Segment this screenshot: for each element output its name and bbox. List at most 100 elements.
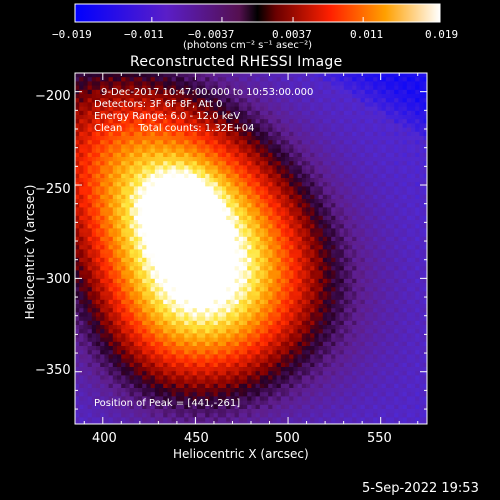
heatmap-cell (272, 110, 277, 116)
heatmap-cell (259, 274, 265, 280)
heatmap-cell (251, 173, 256, 179)
heatmap-cell (117, 270, 122, 275)
heatmap-cell (280, 106, 286, 112)
heatmap-cell (112, 270, 118, 275)
heatmap-cell (83, 94, 88, 99)
heatmap-cell (415, 77, 420, 82)
heatmap-cell (91, 316, 97, 322)
heatmap-cell (138, 270, 143, 275)
heatmap-cell (331, 148, 336, 154)
heatmap-cell (352, 169, 357, 175)
heatmap-cell (385, 102, 391, 107)
heatmap-cell (356, 224, 361, 229)
heatmap-cell (205, 245, 210, 250)
heatmap-cell (402, 89, 408, 95)
heatmap-cell (293, 102, 298, 107)
heatmap-cell (373, 106, 378, 112)
heatmap-cell (301, 173, 307, 179)
heatmap-cell (138, 161, 143, 166)
heatmap-cell (255, 228, 261, 233)
heatmap-cell (406, 274, 412, 280)
heatmap-cell (385, 215, 391, 221)
heatmap-cell (234, 224, 240, 229)
heatmap-cell (91, 257, 97, 263)
heatmap-cell (369, 224, 374, 229)
heatmap-cell (272, 304, 277, 309)
heatmap-cell (108, 119, 114, 124)
heatmap-cell (301, 102, 307, 107)
heatmap-cell (108, 215, 114, 221)
heatmap-cell (196, 178, 202, 183)
heatmap-cell (268, 291, 273, 296)
heatmap-cell (411, 161, 416, 166)
heatmap-cell (146, 274, 151, 280)
heatmap-cell (285, 119, 290, 124)
heatmap-cell (104, 270, 109, 275)
heatmap-cell (205, 169, 210, 175)
heatmap-cell (79, 245, 84, 250)
heatmap-cell (222, 291, 227, 296)
heatmap-cell (121, 161, 126, 166)
heatmap-cell (75, 182, 80, 187)
heatmap-cell (154, 236, 160, 242)
heatmap-cell (390, 110, 395, 116)
heatmap-cell (129, 169, 135, 175)
heatmap-cell (398, 262, 403, 267)
heatmap-cell (301, 148, 307, 154)
heatmap-cell (117, 73, 122, 78)
heatmap-cell (255, 190, 261, 196)
heatmap-cell (331, 165, 336, 170)
heatmap-cell (272, 194, 277, 200)
heatmap-cell (268, 77, 273, 82)
heatmap-cell (209, 136, 214, 141)
heatmap-cell (87, 140, 93, 145)
heatmap-cell (280, 186, 286, 191)
heatmap-cell (175, 320, 181, 326)
heatmap-cell (146, 241, 151, 246)
heatmap-cell (196, 207, 202, 212)
heatmap-cell (87, 236, 93, 242)
heatmap-cell (318, 165, 324, 170)
heatmap-cell (356, 215, 361, 221)
heatmap-cell (117, 165, 122, 170)
heatmap-cell (280, 77, 286, 82)
heatmap-cell (188, 291, 193, 296)
heatmap-cell (385, 199, 391, 204)
heatmap-cell (259, 299, 265, 305)
heatmap-cell (406, 89, 412, 95)
heatmap-cell (217, 253, 223, 259)
heatmap-cell (297, 89, 303, 95)
heatmap-cell (402, 102, 408, 107)
heatmap-cell (142, 169, 147, 175)
heatmap-cell (297, 304, 303, 309)
heatmap-cell (310, 102, 315, 107)
heatmap-cell (377, 291, 382, 296)
heatmap-cell (100, 316, 105, 322)
heatmap-cell (297, 274, 303, 280)
heatmap-cell (222, 278, 227, 284)
heatmap-cell (373, 241, 378, 246)
heatmap-cell (188, 283, 193, 288)
heatmap-cell (406, 152, 412, 158)
heatmap-cell (112, 136, 118, 141)
heatmap-cell (377, 152, 382, 158)
heatmap-cell (364, 148, 370, 154)
heatmap-cell (121, 211, 126, 217)
heatmap-cell (415, 316, 420, 322)
heatmap-cell (394, 173, 399, 179)
heatmap-cell (406, 211, 412, 217)
heatmap-cell (314, 283, 319, 288)
heatmap-cell (411, 182, 416, 187)
heatmap-cell (285, 266, 290, 271)
heatmap-cell (75, 278, 80, 284)
heatmap-cell (247, 287, 252, 292)
heatmap-cell (251, 106, 256, 112)
heatmap-cell (243, 165, 248, 170)
heatmap-cell (75, 157, 80, 162)
heatmap-cell (83, 232, 88, 238)
heatmap-cell (339, 85, 345, 91)
heatmap-cell (264, 295, 269, 301)
heatmap-cell (180, 278, 185, 284)
heatmap-cell (142, 253, 147, 259)
heatmap-cell (234, 81, 240, 86)
